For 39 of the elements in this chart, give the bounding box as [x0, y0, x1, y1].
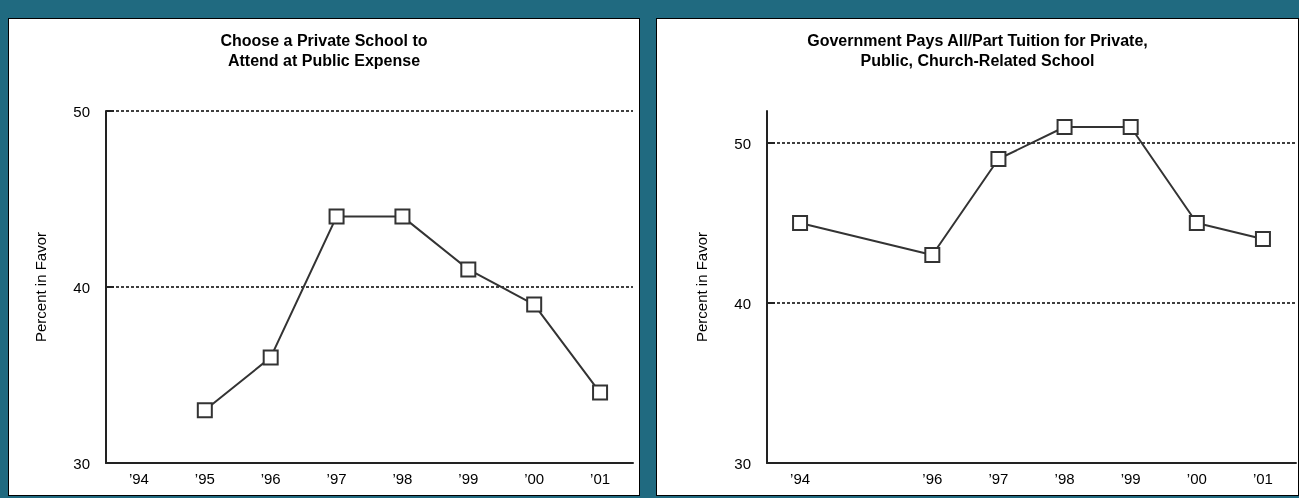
- point: [394, 208, 411, 225]
- y-axis-title: Percent in Favor: [32, 231, 49, 343]
- y-tick-label: 40: [73, 278, 90, 296]
- point: [792, 215, 809, 231]
- x-tick-label: ’96: [922, 470, 943, 487]
- x-tick-label: ’00: [524, 470, 545, 487]
- y-tick-label: 50: [73, 102, 90, 120]
- x-tick-label: ’98: [392, 470, 413, 487]
- point: [1056, 119, 1073, 135]
- x-tick-label: ’94: [790, 470, 811, 487]
- point: [1188, 215, 1205, 231]
- point: [1254, 231, 1271, 247]
- x-tick-label: ’99: [458, 470, 479, 487]
- x-tick-label: ’01: [590, 470, 611, 487]
- point: [990, 151, 1007, 167]
- x-tick-label: ’01: [1252, 470, 1273, 487]
- chart-title: Government Pays All/Part Tuition for Private, Public, Church-Related School: [807, 31, 1148, 69]
- x-tick-label: ’95: [194, 470, 215, 487]
- x-tick-label: ’98: [1054, 470, 1075, 487]
- y-tick-label: 50: [734, 134, 751, 152]
- x-tick-label: ’94: [128, 470, 149, 487]
- point: [196, 402, 213, 419]
- y-tick-label: 30: [734, 454, 751, 472]
- y-tick-label: 40: [734, 294, 751, 312]
- point: [526, 296, 543, 313]
- point: [262, 349, 279, 366]
- point: [328, 208, 345, 225]
- y-tick-label: 30: [73, 454, 90, 472]
- x-tick-label: ’96: [260, 470, 281, 487]
- x-tick-label: ’97: [326, 470, 347, 487]
- y-axis-title: Percent in Favor: [693, 231, 710, 343]
- x-tick-label: ’97: [988, 470, 1009, 487]
- point: [460, 261, 477, 278]
- point: [924, 247, 941, 263]
- point: [592, 384, 609, 401]
- x-tick-label: ’00: [1186, 470, 1207, 487]
- chart-title: Choose a Private School to Attend at Public Expense: [220, 31, 428, 69]
- x-tick-label: ’99: [1120, 470, 1141, 487]
- point: [1122, 119, 1139, 135]
